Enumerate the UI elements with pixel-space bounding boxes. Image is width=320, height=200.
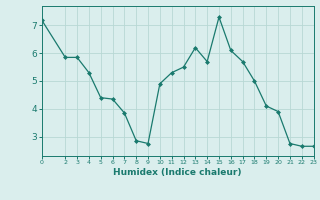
- X-axis label: Humidex (Indice chaleur): Humidex (Indice chaleur): [113, 168, 242, 177]
